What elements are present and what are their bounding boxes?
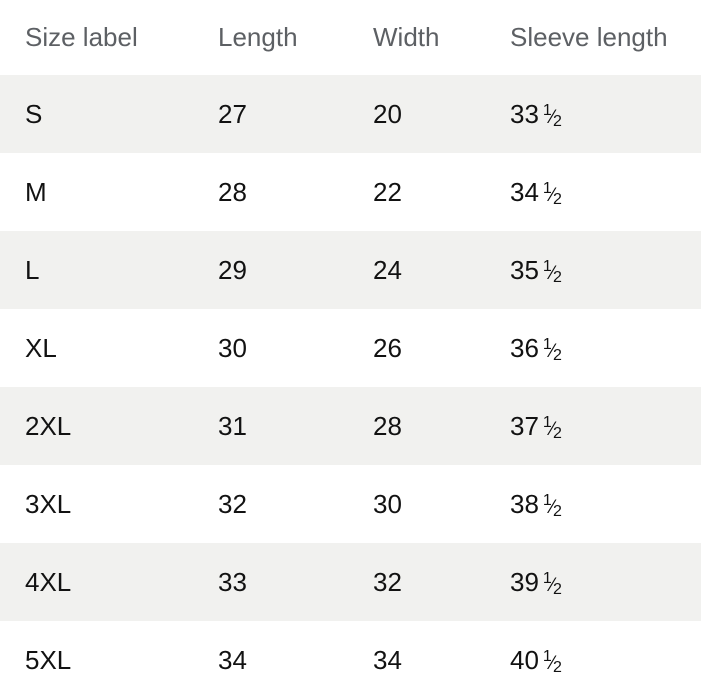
cell-size-label: M [25,176,47,207]
fraction-numerator: 1 [542,647,552,665]
table-row: S 27 20 33 1⁄2 [0,75,701,153]
sleeve-fraction: 1⁄2 [543,411,562,442]
cell-length: 30 [218,332,247,363]
cell-sleeve-length: 33 1⁄2 [510,75,701,153]
sleeve-fraction: 1⁄2 [543,645,562,676]
sleeve-whole-number: 37 [510,410,539,441]
table-row: M 28 22 34 1⁄2 [0,153,701,231]
cell-size-label: 2XL [25,410,72,441]
fraction-denominator: 2 [553,502,562,520]
cell-sleeve-length: 39 1⁄2 [510,543,701,621]
sleeve-fraction: 1⁄2 [543,489,562,520]
col-header-width: Width [373,22,440,52]
header-row: Size label Length Width Sleeve length [0,0,701,75]
cell-size-label: S [25,98,43,129]
cell-size-label: 3XL [25,488,72,519]
cell-sleeve-length: 36 1⁄2 [510,309,701,387]
sleeve-fraction: 1⁄2 [543,177,562,208]
cell-length: 31 [218,410,247,441]
sleeve-whole-number: 35 [510,254,539,285]
fraction-slash: ⁄ [550,340,555,362]
fraction-denominator: 2 [553,346,562,364]
cell-width: 20 [373,98,402,129]
cell-size-label: 5XL [25,644,72,675]
cell-width: 26 [373,332,402,363]
sleeve-whole-number: 33 [510,98,539,129]
fraction-slash: ⁄ [550,496,555,518]
table-row: L 29 24 35 1⁄2 [0,231,701,309]
col-header-size-label: Size label [25,22,138,52]
size-table-header: Size label Length Width Sleeve length [0,0,701,75]
size-table-body: S 27 20 33 1⁄2 M 28 22 34 1⁄2 L 29 24 35 1⁄… [0,75,701,699]
fraction-denominator: 2 [553,658,562,676]
cell-sleeve-length: 35 1⁄2 [510,231,701,309]
fraction-numerator: 1 [542,257,552,275]
fraction-denominator: 2 [553,580,562,598]
fraction-slash: ⁄ [550,574,555,596]
cell-length: 28 [218,176,247,207]
sleeve-fraction: 1⁄2 [543,567,562,598]
sleeve-whole-number: 39 [510,566,539,597]
table-row: 2XL 31 28 37 1⁄2 [0,387,701,465]
cell-length: 27 [218,98,247,129]
cell-width: 28 [373,410,402,441]
fraction-slash: ⁄ [550,262,555,284]
cell-sleeve-length: 40 1⁄2 [510,621,701,699]
cell-width: 30 [373,488,402,519]
cell-sleeve-length: 34 1⁄2 [510,153,701,231]
sleeve-fraction: 1⁄2 [543,255,562,286]
table-row: XL 30 26 36 1⁄2 [0,309,701,387]
cell-size-label: XL [25,332,57,363]
fraction-slash: ⁄ [550,652,555,674]
fraction-numerator: 1 [542,179,552,197]
sleeve-whole-number: 40 [510,644,539,675]
fraction-numerator: 1 [542,491,552,509]
sleeve-whole-number: 34 [510,176,539,207]
sleeve-fraction: 1⁄2 [543,333,562,364]
cell-sleeve-length: 38 1⁄2 [510,465,701,543]
cell-length: 29 [218,254,247,285]
col-header-sleeve-length: Sleeve length [510,22,668,52]
cell-sleeve-length: 37 1⁄2 [510,387,701,465]
fraction-denominator: 2 [553,424,562,442]
cell-width: 22 [373,176,402,207]
sleeve-whole-number: 36 [510,332,539,363]
fraction-denominator: 2 [553,190,562,208]
fraction-slash: ⁄ [550,184,555,206]
cell-width: 24 [373,254,402,285]
cell-length: 33 [218,566,247,597]
cell-length: 34 [218,644,247,675]
cell-width: 32 [373,566,402,597]
fraction-slash: ⁄ [550,106,555,128]
cell-size-label: 4XL [25,566,72,597]
fraction-numerator: 1 [542,413,552,431]
cell-length: 32 [218,488,247,519]
fraction-slash: ⁄ [550,418,555,440]
fraction-denominator: 2 [553,268,562,286]
sleeve-whole-number: 38 [510,488,539,519]
table-row: 5XL 34 34 40 1⁄2 [0,621,701,699]
table-row: 3XL 32 30 38 1⁄2 [0,465,701,543]
fraction-numerator: 1 [542,569,552,587]
col-header-length: Length [218,22,298,52]
fraction-numerator: 1 [542,101,552,119]
sleeve-fraction: 1⁄2 [543,99,562,130]
cell-size-label: L [25,254,40,285]
table-row: 4XL 33 32 39 1⁄2 [0,543,701,621]
fraction-denominator: 2 [553,112,562,130]
fraction-numerator: 1 [542,335,552,353]
cell-width: 34 [373,644,402,675]
